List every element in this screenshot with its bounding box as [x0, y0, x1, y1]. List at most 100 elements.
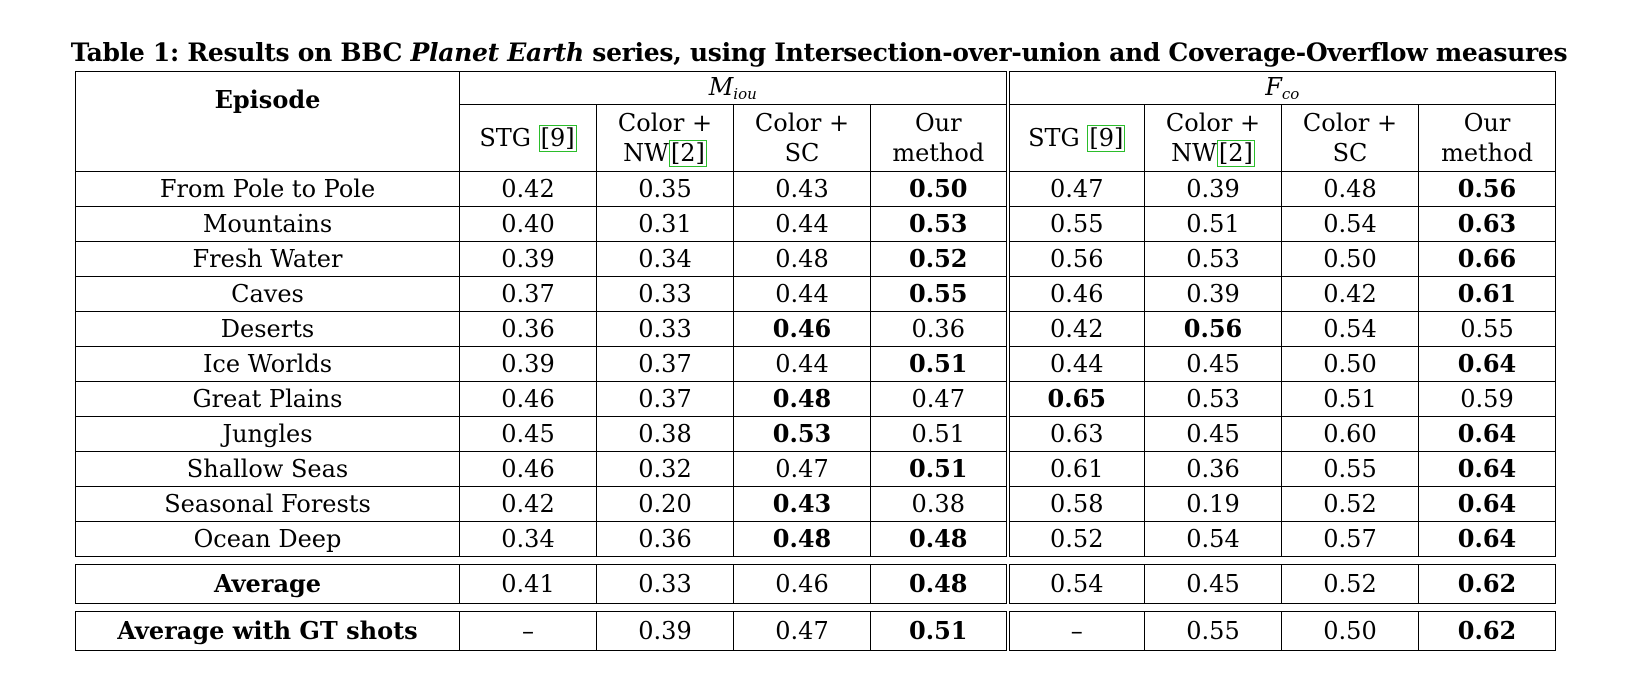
- table-row: Seasonal Forests 0.42 0.20 0.43 0.38 0.58 0.19…: [75, 486, 1556, 522]
- gap-cell: [596, 603, 734, 612]
- value-cell: 0.64: [1418, 346, 1556, 382]
- table-row: Ice Worlds 0.39 0.37 0.44 0.51 0.44 0.45 0.50 0.…: [75, 346, 1556, 382]
- value-cell: 0.55: [1005, 206, 1145, 242]
- method-line2: NW: [623, 139, 669, 167]
- value-cell: 0.44: [733, 346, 871, 382]
- value-cell: 0.33: [596, 564, 734, 604]
- method-header-fco-1: Color + NW[2]: [1144, 104, 1282, 172]
- value-cell: 0.52: [1281, 564, 1419, 604]
- value-cell: 0.65: [1005, 381, 1145, 417]
- gap-cell: [870, 603, 1008, 612]
- citation-number: 9: [549, 124, 566, 152]
- value-cell: 0.38: [596, 416, 734, 452]
- value-cell: 0.42: [459, 171, 597, 207]
- method-line2: method: [892, 139, 985, 167]
- gap-cell: [1007, 556, 1145, 565]
- value-cell: 0.41: [459, 564, 597, 604]
- value-cell: 0.34: [459, 521, 597, 557]
- episode-cell: Caves: [75, 276, 460, 312]
- table-body: From Pole to Pole 0.42 0.35 0.43 0.50 0.47 0.3…: [75, 171, 1556, 651]
- gap-cell: [459, 556, 597, 565]
- value-cell: 0.55: [1418, 311, 1556, 347]
- value-cell: 0.51: [870, 611, 1008, 651]
- header-row-groups: Episode Miou Fco: [75, 71, 1556, 172]
- row-gap: [75, 603, 1556, 612]
- value-cell: 0.53: [1144, 381, 1282, 417]
- gap-cell: [733, 556, 871, 565]
- value-cell: 0.46: [1005, 276, 1145, 312]
- value-cell: 0.64: [1418, 486, 1556, 522]
- gap-cell: [459, 603, 597, 612]
- gap-cell: [1418, 603, 1556, 612]
- method-header-miou-3: Our method: [870, 104, 1008, 172]
- method-line1: STG: [479, 124, 531, 152]
- value-cell: 0.57: [1281, 521, 1419, 557]
- value-cell: 0.34: [596, 241, 734, 277]
- value-cell: 0.47: [733, 451, 871, 487]
- value-cell: 0.55: [1281, 451, 1419, 487]
- group-miou-sub: iou: [733, 84, 757, 103]
- citation-link[interactable]: [2]: [1216, 139, 1255, 168]
- value-cell: 0.43: [733, 171, 871, 207]
- caption-emph: Planet Earth: [410, 38, 585, 67]
- caption-prefix: Table 1: Results on BBC: [70, 38, 403, 67]
- value-cell: 0.61: [1418, 276, 1556, 312]
- value-cell: 0.33: [596, 311, 734, 347]
- method-header-miou-0: STG [9]: [459, 104, 597, 172]
- method-header-miou-2: Color + SC: [733, 104, 871, 172]
- value-cell: 0.35: [596, 171, 734, 207]
- citation-number: 2: [680, 139, 696, 167]
- value-cell: 0.63: [1005, 416, 1145, 452]
- episode-cell: Average with GT shots: [75, 611, 460, 651]
- value-cell: 0.48: [870, 564, 1008, 604]
- average-row: Average with GT shots –0.39 0.47 0.51–0.55 0…: [75, 611, 1556, 651]
- table-caption: Table 1: Results on BBC Planet Earth ser…: [0, 38, 1638, 67]
- value-cell: 0.19: [1144, 486, 1282, 522]
- gap-cell: [75, 603, 460, 612]
- value-cell: 0.51: [870, 416, 1008, 452]
- method-header-miou-1: Color + NW[2]: [596, 104, 734, 172]
- gap-cell: [1281, 556, 1419, 565]
- value-cell: 0.38: [870, 486, 1008, 522]
- value-cell: 0.51: [1144, 206, 1282, 242]
- table-row: Great Plains 0.46 0.37 0.48 0.47 0.65 0.53 0.51…: [75, 381, 1556, 417]
- value-cell: 0.36: [870, 311, 1008, 347]
- value-cell: 0.39: [459, 346, 597, 382]
- value-cell: 0.54: [1281, 206, 1419, 242]
- citation-number: 9: [1098, 124, 1115, 152]
- table-row: From Pole to Pole 0.42 0.35 0.43 0.50 0.47 0.3…: [75, 171, 1556, 207]
- value-cell: 0.40: [459, 206, 597, 242]
- value-cell: 0.47: [1005, 171, 1145, 207]
- episode-cell: Mountains: [75, 206, 460, 242]
- citation-link[interactable]: [9]: [1087, 124, 1126, 153]
- value-cell: 0.33: [596, 276, 734, 312]
- caption-suffix: series, using Intersection-over-union an…: [592, 38, 1568, 67]
- citation-link[interactable]: [2]: [668, 139, 707, 168]
- value-cell: 0.42: [1281, 276, 1419, 312]
- value-cell: 0.51: [870, 346, 1008, 382]
- value-cell: 0.48: [870, 521, 1008, 557]
- value-cell: 0.56: [1005, 241, 1145, 277]
- value-cell: 0.42: [459, 486, 597, 522]
- value-cell: 0.45: [1144, 416, 1282, 452]
- citation-link[interactable]: [9]: [538, 124, 577, 153]
- episode-header: Episode: [75, 71, 460, 172]
- method-line2: SC: [1332, 139, 1368, 167]
- value-cell: 0.50: [870, 171, 1008, 207]
- gap-cell: [1144, 556, 1282, 565]
- results-table: Episode Miou Fco STG [9] Color + NW[2] Colo…: [75, 71, 1556, 651]
- value-cell: 0.62: [1418, 611, 1556, 651]
- value-cell: 0.66: [1418, 241, 1556, 277]
- value-cell: 0.48: [733, 521, 871, 557]
- value-cell: 0.47: [733, 611, 871, 651]
- group-header-fco: Fco: [1005, 71, 1556, 105]
- value-cell: 0.39: [1144, 171, 1282, 207]
- method-line1: STG: [1028, 124, 1080, 152]
- group-header-miou: Miou: [459, 71, 1008, 105]
- value-cell: 0.64: [1418, 416, 1556, 452]
- method-header-fco-3: Our method: [1418, 104, 1556, 172]
- value-cell: 0.64: [1418, 521, 1556, 557]
- gap-cell: [1281, 603, 1419, 612]
- value-cell: 0.31: [596, 206, 734, 242]
- value-cell: 0.50: [1281, 241, 1419, 277]
